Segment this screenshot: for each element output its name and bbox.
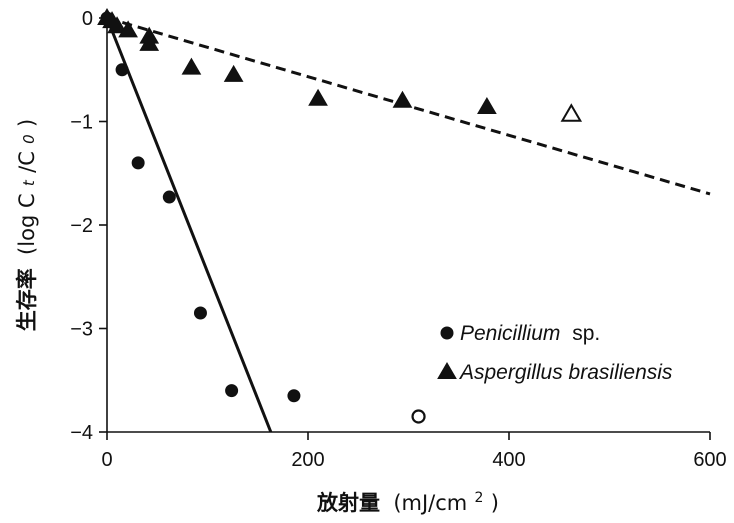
legend-label-aspergillus: Aspergillus brasiliensis: [458, 361, 673, 384]
data-markers: [97, 8, 583, 424]
y-tick-label: −4: [70, 422, 93, 444]
axes: 0 200 400 600 0 −1 −2 −3 −4: [70, 8, 727, 471]
data-point-aspergillus: [308, 88, 328, 106]
x-axis-title: 放射量 (mJ/cm 2 ): [316, 483, 499, 515]
x-axis-title-unit-close: ): [491, 491, 499, 515]
y-axis-title-p5: ): [15, 119, 39, 127]
x-tick-label: 400: [492, 449, 525, 471]
y-tick-label: 0: [82, 8, 93, 30]
legend-label-penicillium: Penicillium sp.: [460, 322, 600, 345]
y-axis-title-p1: (log C: [15, 193, 39, 255]
legend-triangle-icon: [437, 362, 457, 379]
data-point-penicillium: [131, 156, 145, 170]
legend: Penicillium sp. Aspergillus brasiliensis: [437, 322, 673, 384]
fit-line-penicillium: [105, 17, 273, 433]
data-point-penicillium: [287, 389, 301, 403]
x-axis-title-main: 放射量: [316, 491, 380, 515]
y-axis-title-main: 生存率: [15, 268, 39, 331]
y-axis-title-p2: t: [20, 179, 38, 186]
legend-series-suffix-penicillium: sp.: [572, 322, 600, 345]
fit-line-aspergillus: [106, 16, 711, 196]
fit-lines: [105, 16, 711, 433]
data-point-open-penicillium: [411, 409, 426, 424]
y-tick-label: −3: [70, 319, 93, 341]
legend-series-name-penicillium: Penicillium: [460, 322, 560, 345]
legend-circle-icon: [440, 326, 454, 340]
data-point-penicillium: [162, 190, 176, 204]
y-axis-title: 生存率 (log C t /C 0 ): [15, 119, 39, 332]
y-axis-title-p4: 0: [20, 134, 38, 144]
data-point-open-aspergillus: [560, 103, 583, 122]
data-point-penicillium: [225, 384, 239, 398]
data-point-aspergillus: [223, 64, 244, 82]
data-point-penicillium: [193, 306, 207, 320]
data-point-aspergillus: [392, 90, 413, 108]
legend-marker-penicillium: [440, 326, 454, 340]
data-point-aspergillus: [181, 57, 202, 75]
x-axis-title-unit-sup: 2: [475, 490, 484, 506]
x-tick-label: 600: [693, 449, 726, 471]
data-point-aspergillus: [477, 97, 497, 114]
data-point-penicillium: [115, 63, 129, 77]
x-tick-label: 0: [101, 449, 112, 471]
legend-marker-aspergillus: [437, 362, 457, 379]
data-point-aspergillus: [139, 33, 160, 51]
data-point-aspergillus: [107, 16, 127, 34]
data-point-aspergillus: [118, 20, 138, 38]
y-axis-title-p3: /C: [15, 151, 39, 173]
x-axis-title-unit: (mJ/cm: [393, 491, 467, 515]
y-tick-label: −2: [70, 215, 93, 237]
x-tick-label: 200: [291, 449, 324, 471]
y-tick-label: −1: [70, 112, 93, 134]
